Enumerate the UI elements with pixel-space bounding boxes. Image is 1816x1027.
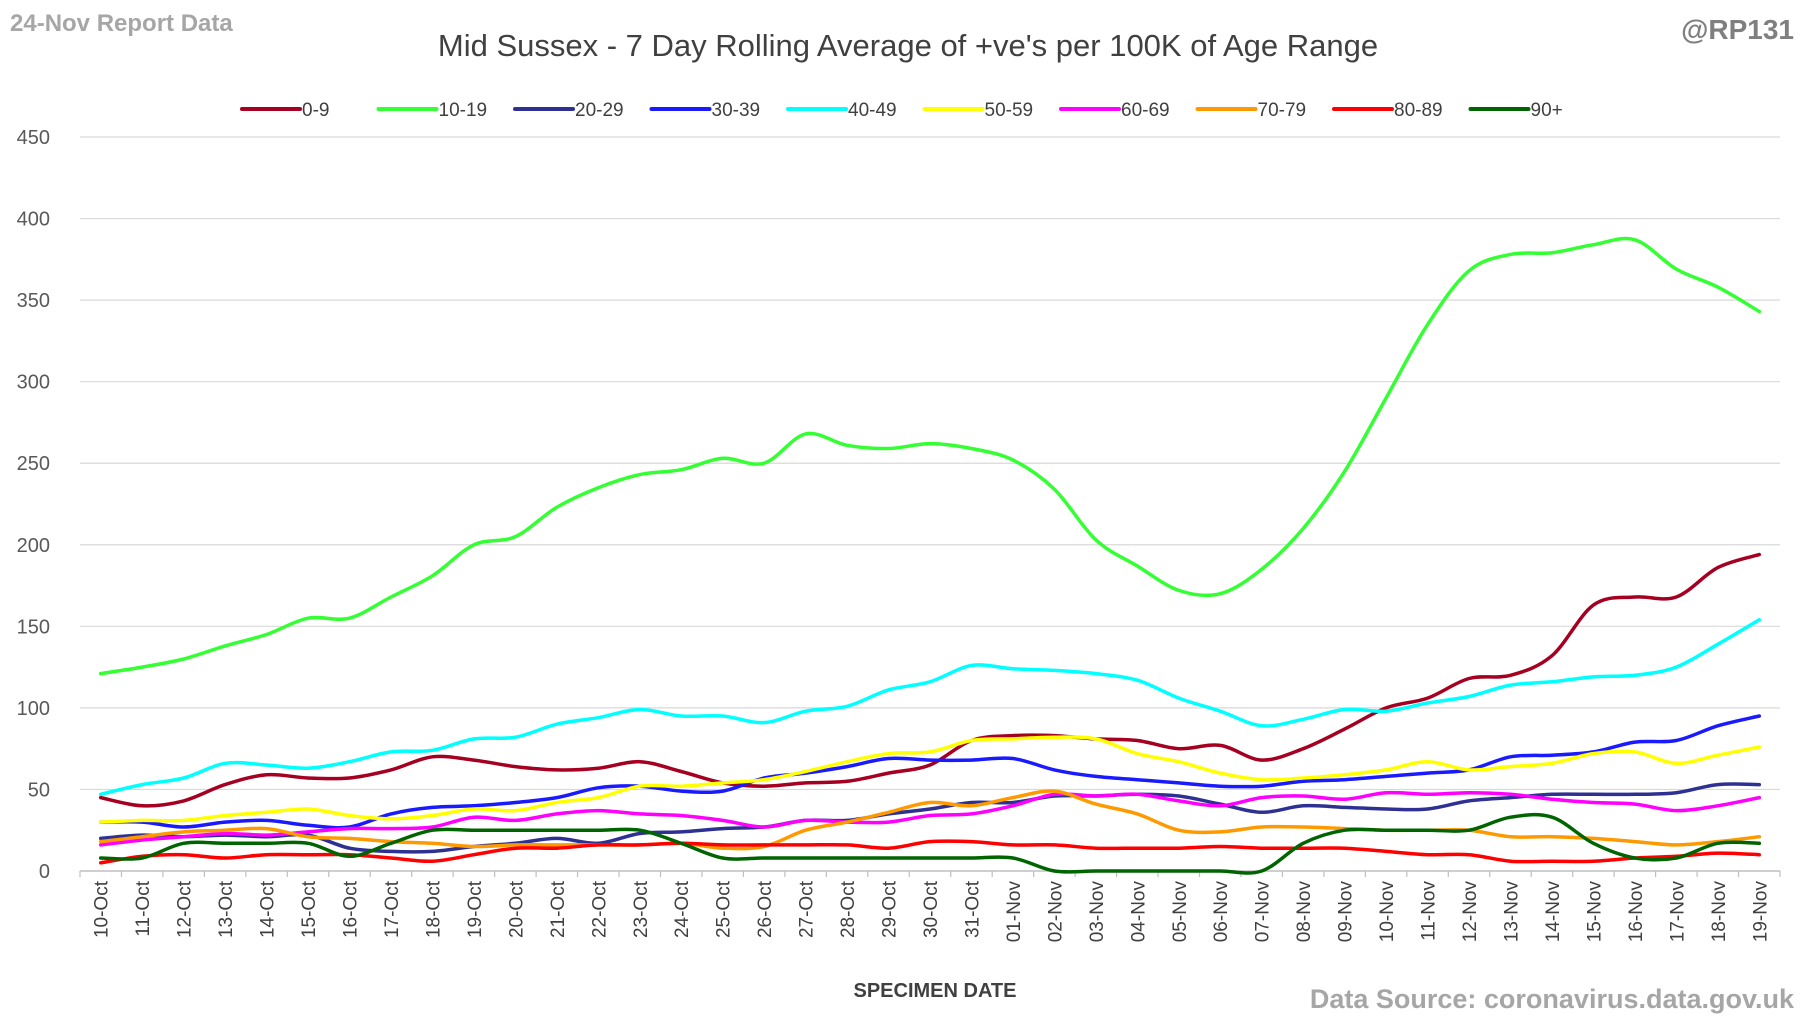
legend-item-60-69: 60-69: [1059, 100, 1170, 121]
legend-label: 40-49: [848, 100, 897, 121]
x-tick-label: 08-Nov: [1294, 881, 1315, 943]
x-tick-label: 16-Oct: [341, 880, 362, 938]
x-tick-label: 10-Oct: [92, 880, 113, 938]
chart-title: Mid Sussex - 7 Day Rolling Average of +v…: [438, 28, 1378, 63]
y-tick-label: 350: [17, 290, 50, 312]
y-tick-label: 250: [17, 453, 50, 475]
y-tick-label: 450: [17, 127, 50, 149]
x-tick-label: 20-Oct: [506, 880, 527, 938]
x-tick-label: 04-Nov: [1128, 881, 1149, 943]
x-tick-label: 30-Oct: [921, 880, 942, 938]
y-axis: 0 50 100 150 200 250 300 350 400 450: [17, 127, 50, 883]
legend-label: 60-69: [1121, 100, 1170, 121]
x-tick-label: 06-Nov: [1211, 881, 1232, 943]
legend-item-90+: 90+: [1468, 100, 1563, 121]
x-tick-label: 23-Oct: [631, 880, 652, 938]
x-tick-label: 19-Oct: [465, 880, 486, 938]
gridlines: [80, 136, 1780, 791]
legend-label: 0-9: [302, 100, 329, 121]
data-source-note: Data Source: coronavirus.data.gov.uk: [1309, 984, 1794, 1014]
x-axis-title: SPECIMEN DATE: [854, 980, 1017, 1002]
x-tick-label: 14-Nov: [1543, 881, 1564, 943]
x-tick-label: 17-Oct: [382, 880, 403, 938]
legend-item-40-49: 40-49: [786, 100, 897, 121]
x-tick-label: 09-Nov: [1336, 881, 1357, 943]
legend-label: 80-89: [1394, 100, 1443, 121]
series-line-50-59: [98, 735, 1762, 824]
x-tick-label: 14-Oct: [258, 880, 279, 938]
legend-item-30-39: 30-39: [649, 100, 761, 121]
x-tick-label: 15-Oct: [299, 880, 320, 938]
y-tick-label: 300: [17, 372, 50, 394]
legend-item-80-89: 80-89: [1332, 100, 1443, 121]
legend-item-50-59: 50-59: [922, 100, 1034, 121]
series-line-70-79: [98, 789, 1762, 851]
x-tick-label: 11-Oct: [133, 880, 154, 936]
legend: 0-9 10-19 20-29 30-39 40-49 50-59 60-69 70-79 80…: [240, 100, 1563, 121]
legend-label: 20-29: [575, 100, 624, 121]
legend-item-0-9: 0-9: [240, 100, 329, 121]
x-tick-label: 28-Oct: [838, 880, 859, 938]
x-tick-label: 24-Oct: [672, 880, 693, 938]
author-handle: @RP131: [1681, 14, 1794, 45]
legend-label: 10-19: [439, 100, 488, 121]
y-tick-label: 50: [28, 779, 50, 801]
legend-item-70-79: 70-79: [1195, 100, 1307, 121]
x-tick-label: 12-Nov: [1460, 881, 1481, 943]
x-tick-label: 25-Oct: [714, 880, 735, 938]
x-tick-label: 19-Nov: [1750, 881, 1771, 943]
legend-item-20-29: 20-29: [513, 100, 624, 121]
series-line-60-69: [98, 790, 1762, 847]
x-tick-label: 02-Nov: [1045, 881, 1066, 943]
x-tick-label: 18-Oct: [423, 880, 444, 938]
y-tick-label: 150: [17, 616, 50, 638]
x-tick-label: 16-Nov: [1626, 881, 1647, 943]
x-tick-label: 01-Nov: [1004, 881, 1025, 943]
x-tick-label: 18-Nov: [1709, 881, 1730, 943]
legend-item-10-19: 10-19: [376, 100, 488, 121]
x-tick-label: 27-Oct: [797, 880, 818, 938]
series-line-20-29: [98, 782, 1762, 854]
report-date-label: 24-Nov Report Data: [10, 10, 233, 37]
series-line-30-39: [98, 714, 1762, 830]
x-tick-label: 13-Nov: [1501, 881, 1522, 943]
x-tick-label: 13-Oct: [216, 880, 237, 938]
y-tick-label: 100: [17, 698, 50, 720]
series-lines: [98, 236, 1762, 875]
x-tick-label: 22-Oct: [589, 880, 610, 938]
x-tick-label: 07-Nov: [1253, 881, 1274, 943]
series-line-40-49: [98, 618, 1762, 797]
x-tick-label: 31-Oct: [962, 880, 983, 938]
legend-label: 30-39: [712, 100, 761, 121]
y-tick-label: 400: [17, 209, 50, 231]
x-tick-label: 15-Nov: [1584, 881, 1605, 943]
x-tick-label: 03-Nov: [1087, 881, 1108, 943]
x-axis: 10-Oct 11-Oct 12-Oct 13-Oct 14-Oct 15-Oct 16-O…: [79, 870, 1781, 943]
y-tick-label: 200: [17, 535, 50, 557]
x-tick-label: 21-Oct: [548, 880, 569, 938]
y-tick-label: 0: [39, 861, 50, 883]
x-tick-label: 29-Oct: [880, 880, 901, 938]
series-line-0-9: [98, 552, 1762, 808]
legend-label: 50-59: [985, 100, 1034, 121]
x-tick-label: 05-Nov: [1170, 881, 1191, 943]
legend-label: 90+: [1531, 100, 1563, 121]
x-tick-label: 17-Nov: [1667, 881, 1688, 943]
legend-label: 70-79: [1258, 100, 1307, 121]
x-tick-label: 26-Oct: [755, 880, 776, 938]
x-tick-label: 12-Oct: [175, 880, 196, 938]
series-line-10-19: [98, 236, 1762, 676]
series-line-80-89: [98, 839, 1762, 865]
x-tick-label: 11-Nov: [1419, 881, 1440, 941]
series-line-90+: [98, 812, 1762, 875]
x-tick-label: 10-Nov: [1377, 881, 1398, 943]
